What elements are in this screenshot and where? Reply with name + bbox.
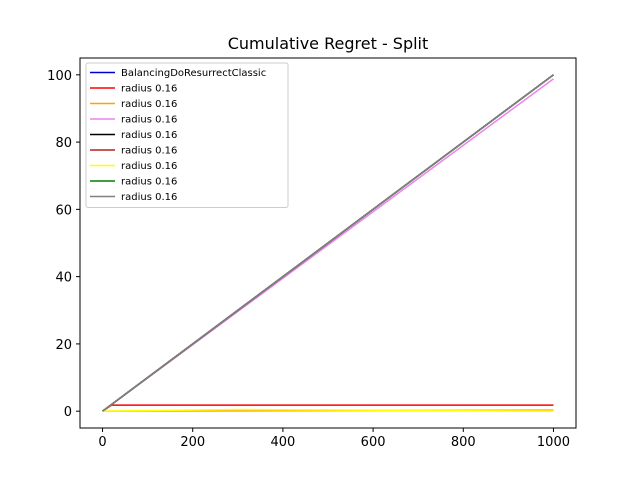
chart-title: Cumulative Regret - Split	[228, 34, 429, 53]
y-tick-label: 80	[55, 136, 72, 151]
legend-label: BalancingDoResurrectClassic	[121, 68, 266, 79]
legend-label: radius 0.16	[121, 115, 177, 126]
y-axis: 0 20 40 60 80 100	[47, 69, 80, 420]
x-tick-label: 400	[270, 435, 295, 450]
y-tick-label: 60	[55, 203, 72, 218]
x-tick-label: 1000	[537, 435, 570, 450]
legend-label: radius 0.16	[121, 84, 177, 95]
legend: BalancingDoResurrectClassic radius 0.16 ra…	[85, 62, 289, 208]
series-layer	[102, 74, 554, 412]
y-tick-label: 40	[55, 271, 72, 286]
x-tick-label: 0	[98, 435, 106, 450]
series-line-6	[102, 408, 554, 412]
legend-label: radius 0.16	[121, 130, 177, 141]
legend-label: radius 0.16	[121, 177, 177, 188]
x-axis: 0 200 400 600 800 1000	[98, 428, 570, 450]
y-tick-label: 0	[64, 405, 72, 420]
legend-label: radius 0.16	[121, 146, 177, 157]
y-tick-label: 20	[55, 338, 72, 353]
y-tick-label: 100	[47, 69, 72, 84]
series-line-8	[102, 74, 554, 412]
x-tick-label: 600	[361, 435, 386, 450]
x-tick-label: 800	[451, 435, 476, 450]
legend-label: radius 0.16	[121, 161, 177, 172]
x-tick-label: 200	[180, 435, 205, 450]
plot-frame	[79, 57, 577, 429]
legend-label: radius 0.16	[121, 192, 177, 203]
legend-box	[85, 62, 289, 208]
legend-label: radius 0.16	[121, 99, 177, 110]
